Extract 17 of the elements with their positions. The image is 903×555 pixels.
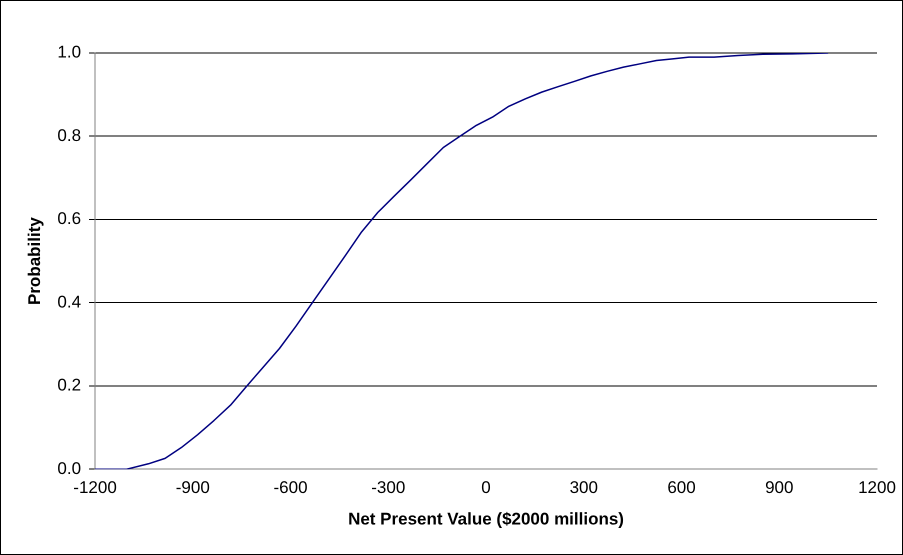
x-tick-label: 600 [667, 478, 696, 498]
x-tick-label: -900 [176, 478, 210, 498]
x-tick-label: -1200 [73, 478, 117, 498]
y-tick-label: 0.0 [57, 458, 82, 478]
x-tick-label: 0 [481, 478, 491, 498]
x-axis-title: Net Present Value ($2000 millions) [348, 509, 624, 528]
x-tick-label: -300 [371, 478, 406, 498]
x-tick-label: 1200 [858, 478, 896, 498]
y-tick-label: 0.2 [57, 376, 82, 395]
y-tick-label: 0.6 [57, 209, 82, 228]
y-tick-label: 0.8 [57, 126, 82, 145]
x-tick-label: -600 [274, 478, 308, 498]
x-tick-label: 900 [765, 478, 794, 498]
y-axis-title: Probability [24, 216, 44, 306]
x-tick-label: 300 [570, 478, 598, 498]
y-tick-label: 0.4 [57, 292, 82, 312]
y-tick-label: 1.0 [57, 42, 82, 62]
